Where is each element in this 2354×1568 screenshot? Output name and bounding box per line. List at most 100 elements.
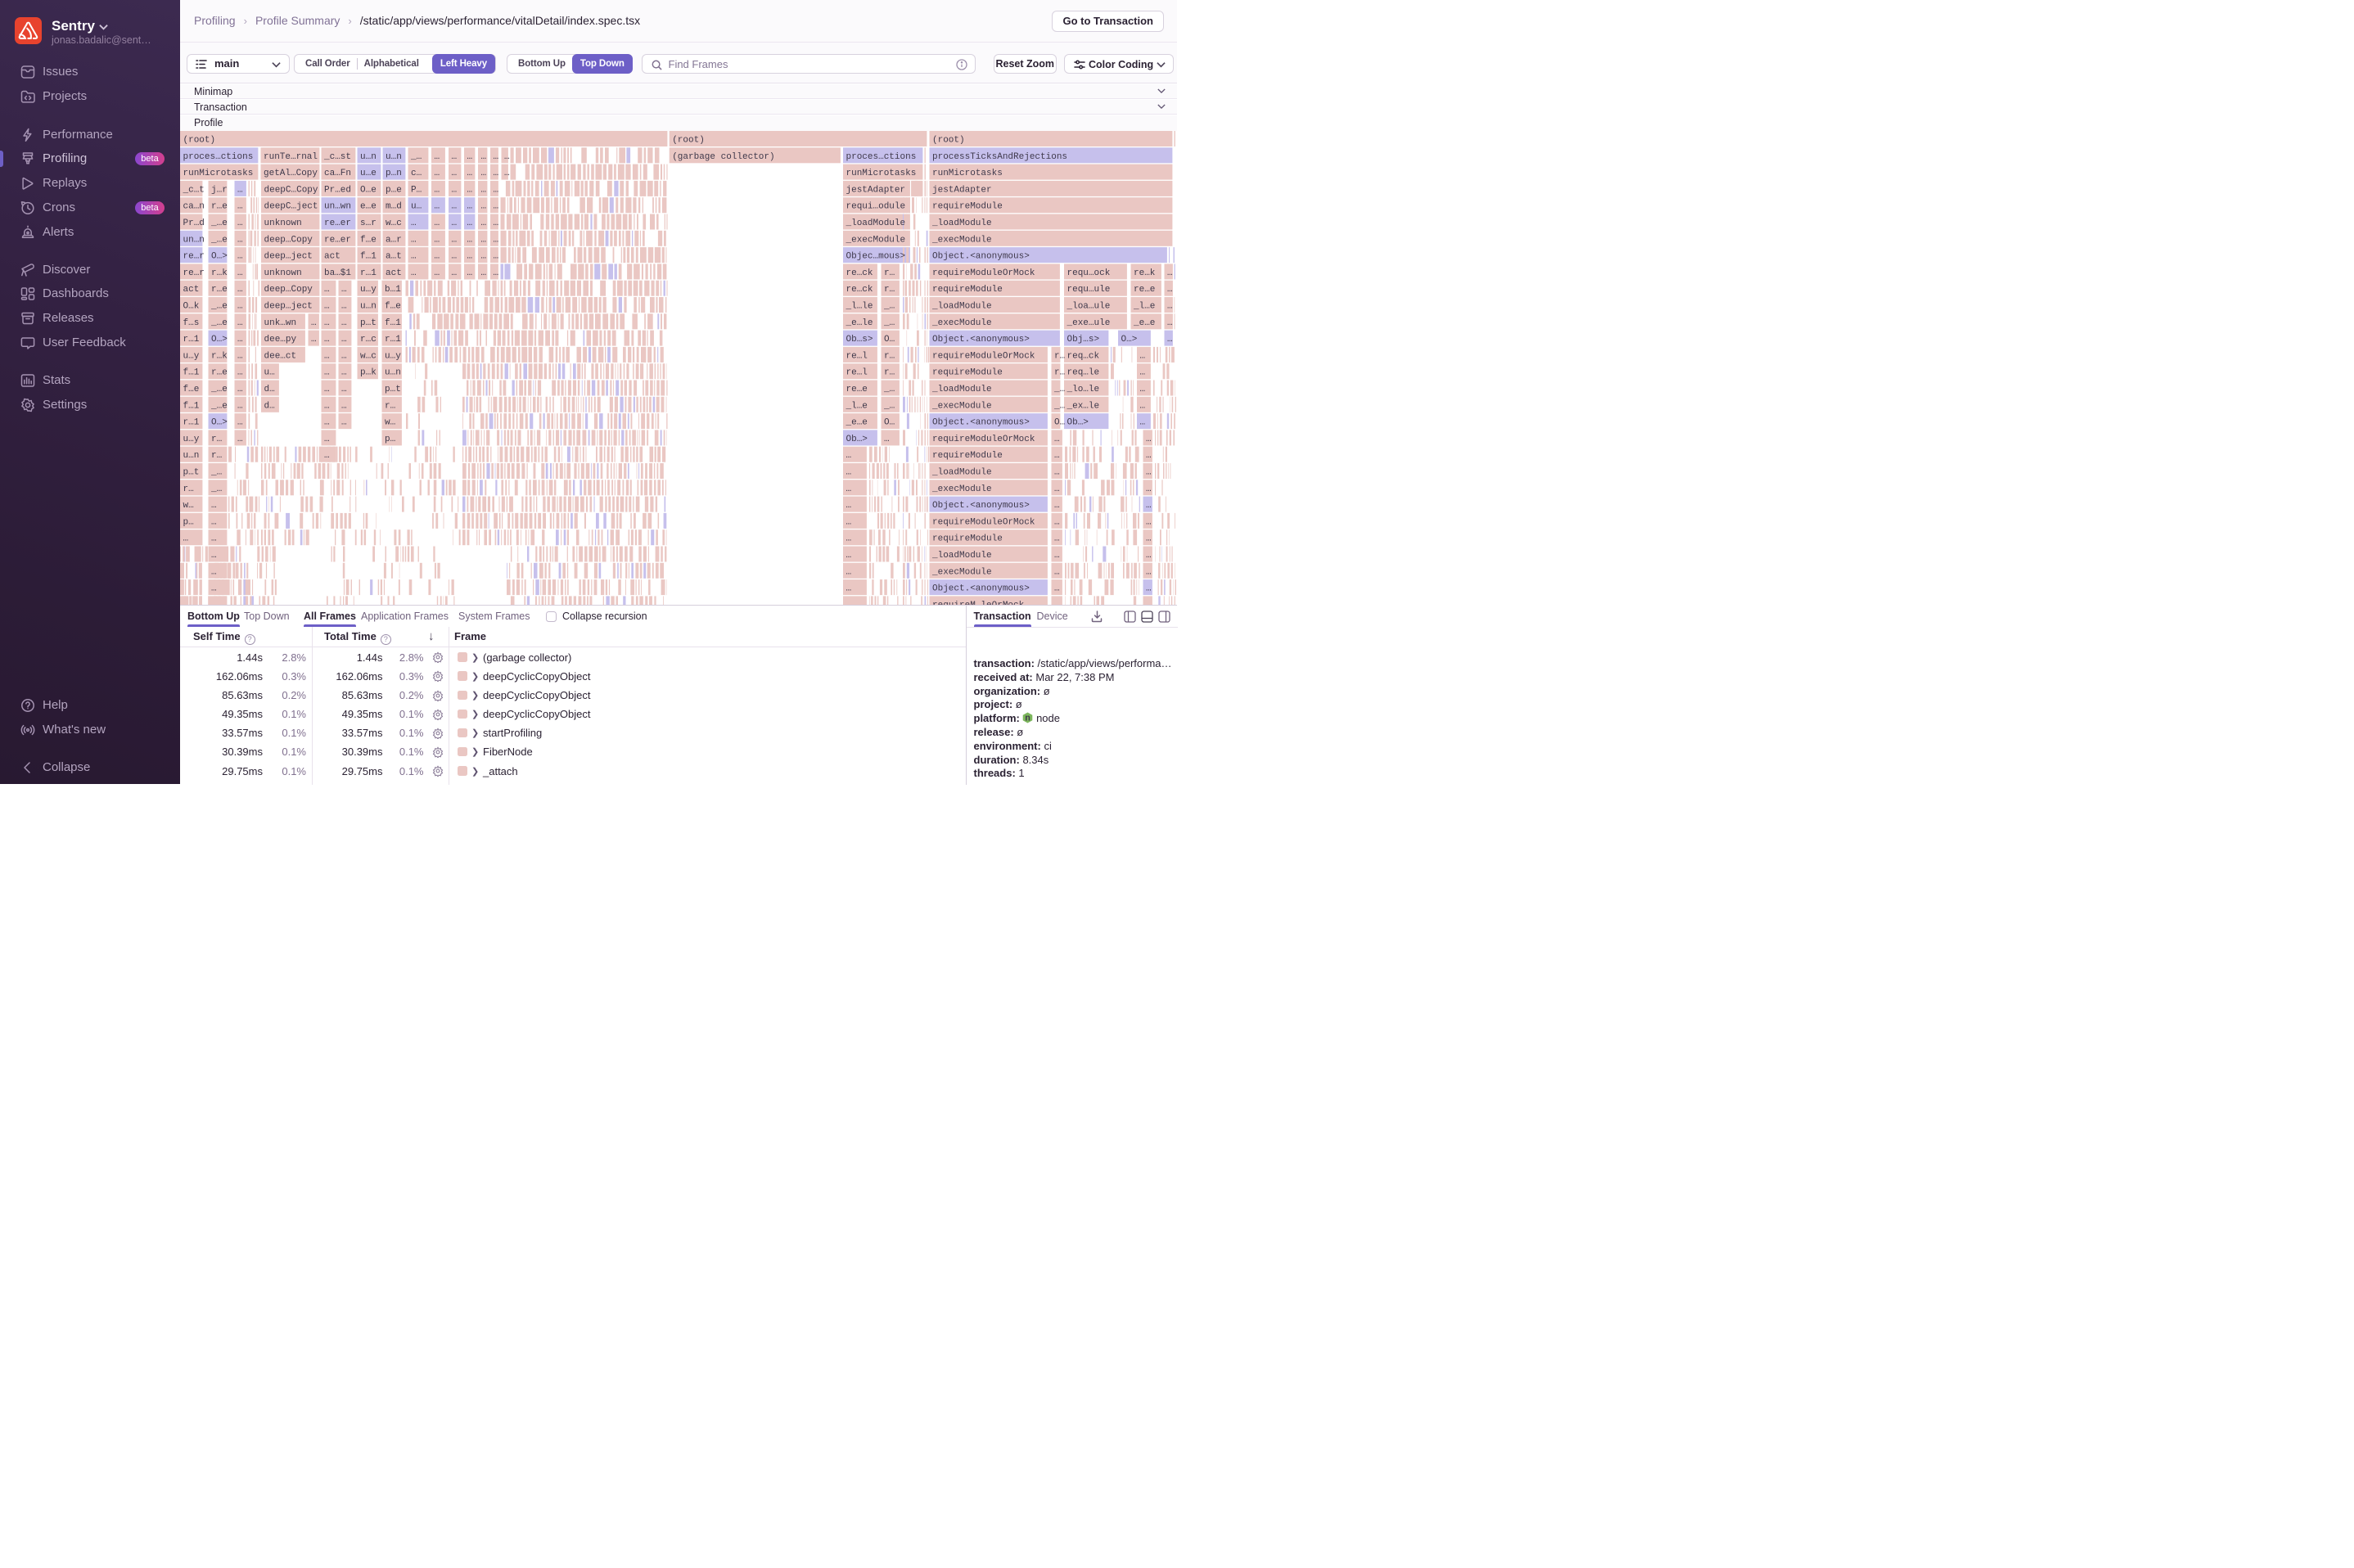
svg-text:…: … xyxy=(846,551,852,561)
svg-text:r…1: r…1 xyxy=(360,268,377,277)
svg-text:Object.<anonymous>: Object.<anonymous> xyxy=(932,583,1030,593)
svg-text:…: … xyxy=(846,451,852,461)
svg-text:…: … xyxy=(435,251,440,261)
svg-text:r…c: r…c xyxy=(360,335,377,345)
svg-text:…: … xyxy=(237,268,243,277)
svg-text:runMicrotasks: runMicrotasks xyxy=(183,169,254,178)
svg-text:Pr…d: Pr…d xyxy=(183,219,205,228)
svg-text:requireModuleOrMock: requireModuleOrMock xyxy=(932,517,1035,527)
svg-text:r…: r… xyxy=(211,451,222,461)
svg-text:u…: u… xyxy=(411,201,422,211)
svg-text:re…ck: re…ck xyxy=(846,285,873,295)
svg-text:u…n: u…n xyxy=(360,301,377,311)
svg-text:u…y: u…y xyxy=(385,351,401,361)
svg-text:r…: r… xyxy=(1054,351,1065,361)
svg-text:…: … xyxy=(324,401,330,411)
svg-text:d…: d… xyxy=(264,385,275,394)
svg-text:b…1: b…1 xyxy=(385,285,401,295)
svg-text:_…: _… xyxy=(410,151,422,161)
svg-text:…: … xyxy=(846,567,852,577)
svg-text:_l…le: _l…le xyxy=(846,301,873,311)
svg-text:…: … xyxy=(341,285,347,295)
svg-text:P…: P… xyxy=(411,185,422,195)
svg-text:…: … xyxy=(467,151,473,161)
svg-text:p…t: p…t xyxy=(360,318,377,327)
svg-text:…: … xyxy=(1146,451,1152,461)
svg-text:f…e: f…e xyxy=(385,301,401,311)
svg-text:…: … xyxy=(452,251,458,261)
svg-text:Obj…s>: Obj…s> xyxy=(1067,335,1100,345)
svg-text:…: … xyxy=(1054,534,1060,543)
svg-text:…: … xyxy=(324,451,330,461)
svg-text:…: … xyxy=(846,484,852,493)
svg-text:u…n: u…n xyxy=(385,367,401,377)
svg-text:…: … xyxy=(1146,484,1152,493)
svg-text:…: … xyxy=(467,169,473,178)
svg-text:s…r: s…r xyxy=(360,219,377,228)
svg-text:_l…e: _l…e xyxy=(1133,301,1155,311)
svg-text:(garbage collector): (garbage collector) xyxy=(672,151,774,161)
svg-text:…: … xyxy=(1146,534,1152,543)
svg-text:f…e: f…e xyxy=(360,235,377,245)
svg-text:u…y: u…y xyxy=(360,285,377,295)
svg-text:ca…Fn: ca…Fn xyxy=(324,169,351,178)
svg-text:requireModuleOrMock: requireModuleOrMock xyxy=(932,268,1035,277)
svg-text:r…: r… xyxy=(1054,367,1065,377)
svg-text:O…e: O…e xyxy=(360,185,377,195)
svg-text:j…r: j…r xyxy=(211,185,228,195)
svg-text:u…: u… xyxy=(264,367,275,377)
svg-text:re…r: re…r xyxy=(183,251,205,261)
svg-text:re…k: re…k xyxy=(1134,268,1156,277)
svg-text:…: … xyxy=(237,235,243,245)
svg-text:r…: r… xyxy=(183,484,194,493)
svg-text:u…n: u…n xyxy=(360,151,377,161)
svg-text:w…c: w…c xyxy=(360,351,377,361)
svg-text:…: … xyxy=(435,201,440,211)
svg-text:…: … xyxy=(1140,351,1146,361)
svg-text:requireModule: requireModule xyxy=(932,201,1003,211)
svg-text:…: … xyxy=(1054,451,1060,461)
svg-text:_loadModule: _loadModule xyxy=(931,467,992,477)
svg-text:…: … xyxy=(435,235,440,245)
svg-text:O…: O… xyxy=(884,335,895,345)
svg-text:…: … xyxy=(1054,517,1060,527)
svg-text:requireModuleOrMock: requireModuleOrMock xyxy=(932,434,1035,444)
svg-text:O…: O… xyxy=(884,417,895,427)
svg-text:…: … xyxy=(846,467,852,477)
svg-text:…: … xyxy=(481,169,487,178)
svg-text:…: … xyxy=(467,201,473,211)
svg-text:O…k: O…k xyxy=(183,301,200,311)
svg-text:…: … xyxy=(1140,401,1146,411)
svg-text:Object.<anonymous>: Object.<anonymous> xyxy=(932,251,1030,261)
svg-text:…: … xyxy=(846,600,852,605)
svg-text:…: … xyxy=(211,583,217,593)
svg-text:p…e: p…e xyxy=(386,185,402,195)
svg-text:_…e: _…e xyxy=(210,318,228,327)
svg-text:_…e: _…e xyxy=(210,401,228,411)
svg-text:_…e: _…e xyxy=(210,385,228,394)
svg-text:…: … xyxy=(504,151,510,161)
svg-text:…: … xyxy=(341,301,347,311)
svg-text:…: … xyxy=(211,567,217,577)
svg-text:…: … xyxy=(211,501,217,511)
svg-text:…: … xyxy=(237,367,243,377)
svg-text:p…t: p…t xyxy=(385,385,401,394)
svg-text:…: … xyxy=(481,219,487,228)
svg-text:p…k: p…k xyxy=(360,367,377,377)
svg-text:…: … xyxy=(1054,501,1060,511)
svg-text:n: n xyxy=(1026,714,1031,723)
svg-text:…: … xyxy=(494,235,499,245)
svg-text:…: … xyxy=(435,268,440,277)
svg-text:requireModule: requireModule xyxy=(932,367,1003,377)
svg-text:deep…ject: deep…ject xyxy=(264,251,313,261)
svg-text:_e…e: _e…e xyxy=(846,417,868,427)
svg-text:p…t: p…t xyxy=(183,467,200,477)
svg-text:…: … xyxy=(1167,335,1173,345)
svg-text:…: … xyxy=(1054,551,1060,561)
svg-text:…: … xyxy=(467,219,473,228)
svg-text:…: … xyxy=(324,417,330,427)
svg-text:…: … xyxy=(237,201,243,211)
svg-text:deepC…Copy: deepC…Copy xyxy=(264,185,318,195)
svg-text:…: … xyxy=(1146,434,1152,444)
svg-text:w…c: w…c xyxy=(386,219,402,228)
